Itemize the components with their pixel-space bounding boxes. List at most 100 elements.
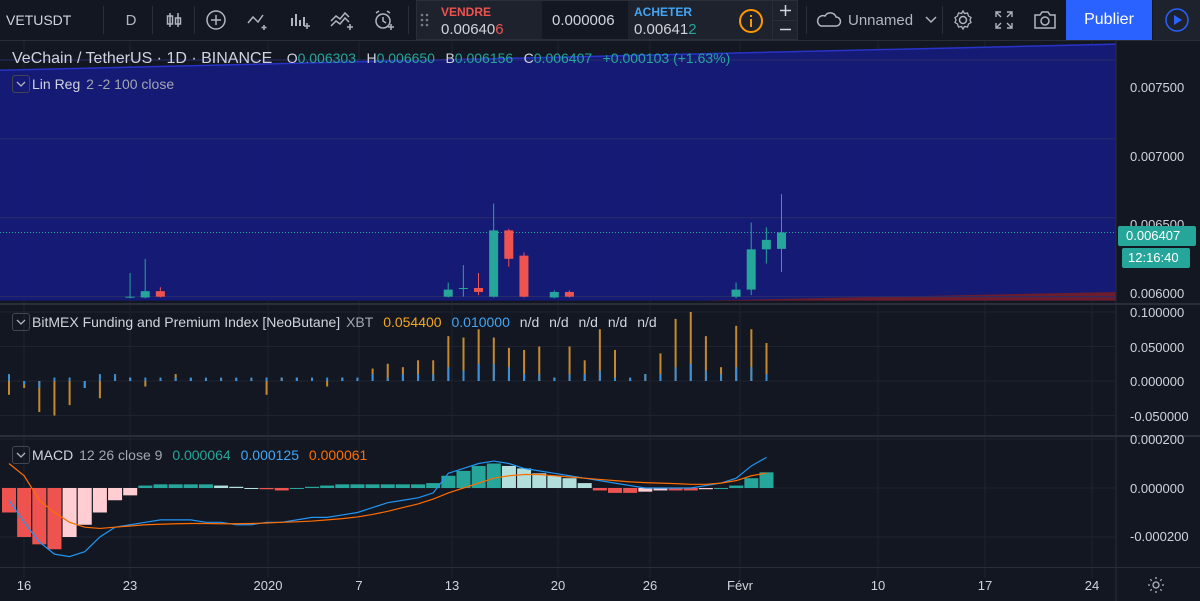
macd-histogram-bar bbox=[486, 463, 501, 488]
macd-histogram-bar bbox=[17, 488, 32, 537]
buy-price: 0.006412 bbox=[634, 21, 697, 38]
linreg-legend: Lin Reg 2 -2 100 close bbox=[12, 75, 176, 94]
candle-body bbox=[777, 232, 786, 249]
funding-tick: 0.100000 bbox=[1130, 305, 1185, 320]
na-value: n/d bbox=[549, 314, 569, 330]
ohlc-close: 0.006407 bbox=[533, 50, 593, 66]
time-tick: 23 bbox=[122, 578, 138, 593]
pane-separator bbox=[0, 567, 1200, 568]
candle-body bbox=[443, 289, 453, 297]
settings-icon[interactable] bbox=[946, 0, 980, 40]
buy-button[interactable]: ACHETER 0.006412 bbox=[629, 1, 735, 39]
ohlc-low: 0.006156 bbox=[454, 50, 514, 66]
na-value: n/d bbox=[637, 314, 657, 330]
sell-price: 0.006406 bbox=[441, 21, 504, 38]
time-tick: 7 bbox=[355, 578, 363, 593]
time-tick: 26 bbox=[642, 578, 658, 593]
candle-body bbox=[731, 289, 741, 297]
candle-body bbox=[474, 288, 483, 292]
candle-body bbox=[564, 291, 574, 297]
collapse-legend-button[interactable] bbox=[12, 446, 30, 465]
collapse-legend-button[interactable] bbox=[12, 75, 30, 94]
interval-button[interactable]: D bbox=[125, 11, 137, 29]
buy-price-last-digit: 2 bbox=[688, 21, 697, 38]
cloud-icon bbox=[814, 10, 842, 30]
camera-icon[interactable] bbox=[1028, 0, 1062, 40]
drag-handle[interactable] bbox=[417, 1, 433, 39]
toolbar-divider bbox=[103, 6, 104, 34]
funding-tick: -0.050000 bbox=[1130, 409, 1189, 424]
macd-histogram-bar bbox=[411, 484, 426, 488]
toolbar-divider bbox=[942, 6, 943, 34]
ohlc-h-label: H bbox=[366, 50, 377, 66]
macd-histogram-bar bbox=[517, 468, 532, 488]
toolbar-divider bbox=[152, 6, 153, 34]
candle-body bbox=[155, 291, 165, 297]
spread-value: 0.000006 bbox=[552, 12, 615, 29]
macd-histogram-bar bbox=[562, 478, 577, 488]
macd-histogram-bar bbox=[47, 488, 62, 550]
ohlc-open: 0.006303 bbox=[297, 50, 356, 66]
na-value: n/d bbox=[607, 314, 628, 330]
macd-params: 12 26 close 9 bbox=[79, 447, 163, 463]
macd-histogram-bar bbox=[259, 488, 274, 490]
macd-histogram-bar bbox=[305, 486, 319, 488]
candle-body bbox=[746, 249, 756, 290]
macd-histogram-bar bbox=[456, 470, 471, 488]
macd-histogram-bar bbox=[320, 485, 335, 488]
macd-histogram-bar bbox=[365, 484, 380, 488]
symbol-search[interactable]: VETUSDT bbox=[6, 12, 72, 28]
pane-separator bbox=[0, 435, 1200, 437]
chart-canvas[interactable] bbox=[0, 41, 1200, 601]
macd-histogram-bar bbox=[183, 484, 198, 488]
linreg-upper-line bbox=[0, 43, 1117, 71]
publish-button[interactable]: Publier bbox=[1066, 0, 1152, 40]
collapse-legend-button[interactable] bbox=[12, 313, 30, 332]
templates-icon[interactable] bbox=[324, 0, 360, 40]
indicators-icon[interactable] bbox=[282, 0, 318, 40]
bar-style-icon[interactable] bbox=[157, 0, 191, 40]
macd-histogram-bar bbox=[714, 488, 729, 489]
macd-title: MACD bbox=[32, 447, 74, 463]
fullscreen-icon[interactable] bbox=[986, 0, 1022, 40]
funding-legend: BitMEX Funding and Premium Index [NeoBut… bbox=[12, 313, 659, 332]
macd-histogram-bar bbox=[289, 488, 304, 489]
macd-histogram-bar bbox=[577, 483, 592, 488]
macd-histogram-bar bbox=[683, 488, 698, 491]
alert-icon[interactable] bbox=[366, 0, 402, 40]
sell-price-main: 0.00640 bbox=[441, 21, 496, 38]
funding-ticker: XBT bbox=[346, 314, 374, 330]
plus-icon[interactable] bbox=[772, 1, 798, 21]
macd-histogram-bar bbox=[623, 488, 638, 493]
add-indicator-icon[interactable] bbox=[198, 0, 234, 40]
candle-body bbox=[761, 239, 771, 250]
macd-histogram-bar bbox=[138, 485, 153, 488]
play-icon[interactable] bbox=[1153, 0, 1200, 40]
compare-icon[interactable] bbox=[240, 0, 276, 40]
time-tick: 20 bbox=[550, 578, 566, 593]
macd-histogram-bar bbox=[32, 488, 47, 545]
macd-histogram-bar bbox=[668, 488, 683, 491]
macd-histogram-bar bbox=[198, 484, 213, 488]
sell-button[interactable]: VENDRE 0.006406 bbox=[435, 1, 541, 39]
macd-histogram-bar bbox=[244, 488, 259, 489]
linreg-name: Lin Reg bbox=[32, 76, 81, 92]
toolbar-divider bbox=[408, 6, 409, 34]
macd-histogram-bar bbox=[274, 488, 289, 491]
gear-icon[interactable] bbox=[1145, 574, 1167, 596]
minus-icon[interactable] bbox=[772, 20, 798, 39]
time-tick: 10 bbox=[870, 578, 886, 593]
price-tick: 0.007000 bbox=[1130, 149, 1185, 164]
layout-selector[interactable]: Unnamed bbox=[814, 0, 942, 40]
info-icon[interactable] bbox=[737, 7, 765, 35]
macd-signal-value: 0.000061 bbox=[308, 447, 368, 463]
macd-histogram-bar bbox=[653, 488, 668, 491]
funding-tick: 0.050000 bbox=[1130, 340, 1185, 355]
toolbar-divider bbox=[806, 6, 807, 34]
macd-histogram-bar bbox=[350, 484, 365, 488]
price-tick: 0.006000 bbox=[1130, 286, 1185, 301]
macd-histogram-bar bbox=[501, 465, 516, 488]
macd-histogram-bar bbox=[92, 488, 107, 513]
macd-histogram-bar bbox=[441, 475, 456, 488]
time-tick: 13 bbox=[444, 578, 460, 593]
